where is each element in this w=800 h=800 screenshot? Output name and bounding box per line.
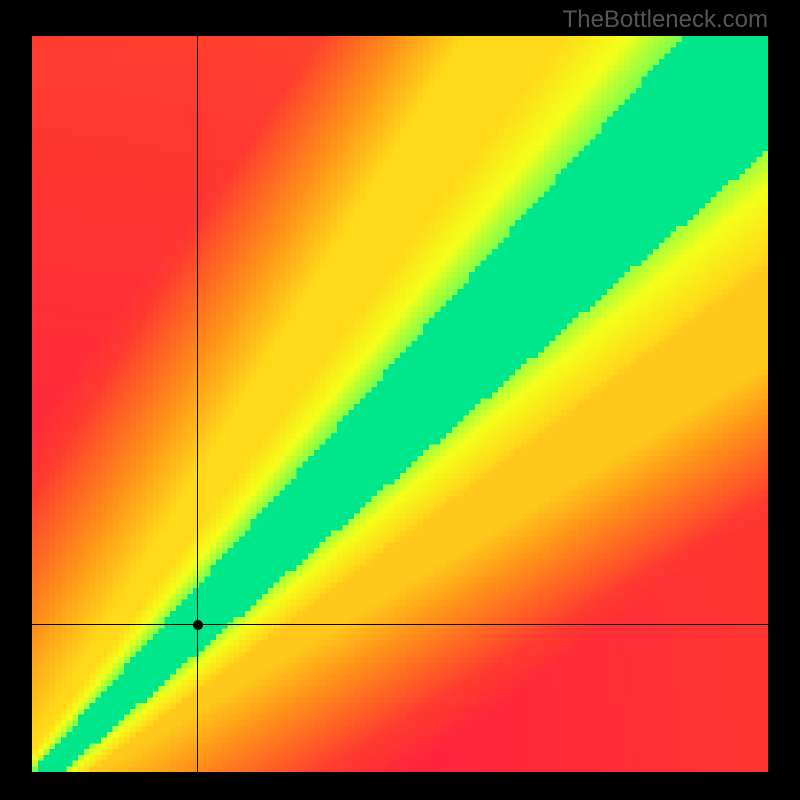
crosshair-vertical — [197, 36, 198, 772]
watermark-label: TheBottleneck.com — [563, 6, 768, 34]
chart-container: { "watermark": { "text": "TheBottleneck.… — [0, 0, 800, 800]
data-point-marker — [193, 620, 203, 630]
bottleneck-heatmap — [32, 36, 768, 772]
crosshair-horizontal — [32, 624, 768, 625]
